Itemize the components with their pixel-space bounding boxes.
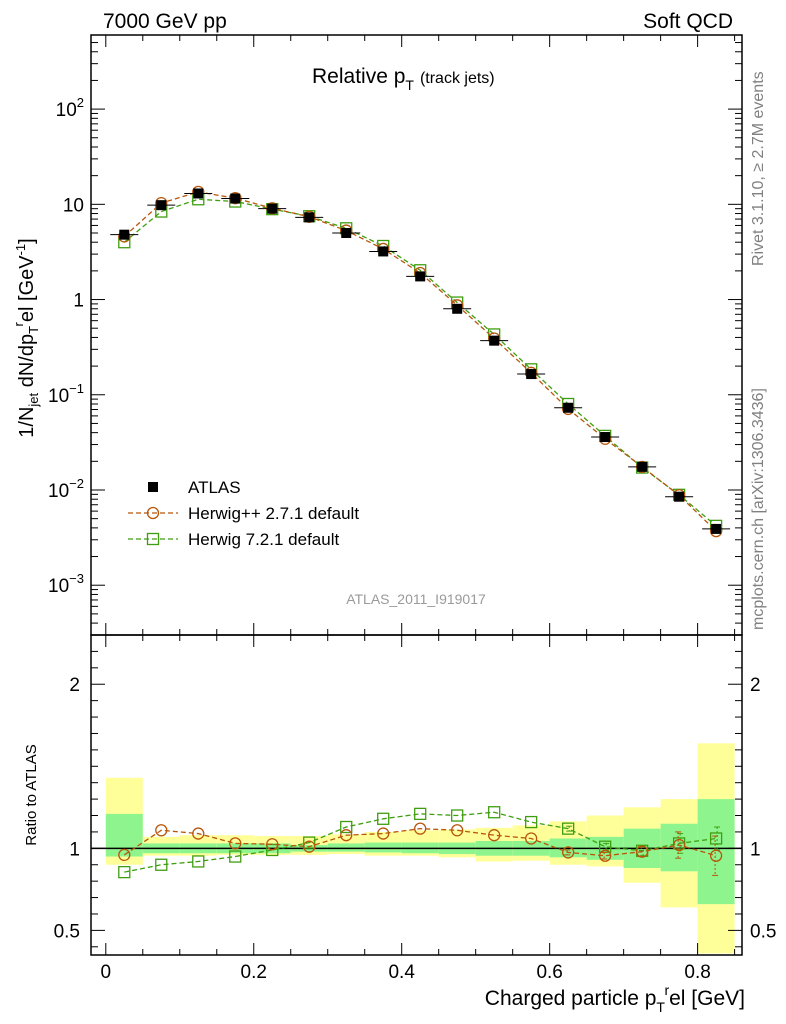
rivet-label: Rivet 3.1.10, ≥ 2.7M events: [750, 71, 767, 266]
ratio-point: [562, 822, 575, 835]
ratio-point: [266, 838, 279, 851]
chart-title: Relative pT (track jets): [312, 65, 495, 93]
ratio-point: [229, 837, 242, 850]
data-point: [452, 303, 463, 314]
ratio-point: [155, 858, 168, 871]
ratio-line-0: [123, 827, 717, 857]
data-point: [304, 212, 315, 223]
ratio-point: [229, 850, 242, 863]
ratio-point: [488, 829, 501, 842]
data-point: [563, 402, 574, 413]
legend-marker: [148, 482, 158, 492]
series-line-2: [123, 198, 717, 527]
data-point: [415, 271, 426, 282]
y-tick-label: 10: [63, 195, 84, 216]
chart-title-sub: T: [405, 77, 414, 93]
data-point: [230, 193, 241, 204]
data-point: [600, 432, 611, 443]
legend-marker: [146, 506, 160, 520]
ratio-y-axis-label: Ratio to ATLAS: [23, 744, 40, 845]
ratio-point: [155, 824, 168, 837]
legend-marker: [146, 532, 160, 546]
ratio-point: [192, 827, 205, 840]
ratio-point: [118, 848, 131, 862]
y-tick-label: 1: [73, 291, 84, 312]
ratio-point: [635, 845, 649, 858]
ratio-point: [377, 812, 390, 825]
ratio-point: [525, 815, 538, 829]
y-tick-label: 10−1: [48, 381, 84, 407]
ratio-line-1: [124, 811, 717, 873]
ratio-point: [525, 832, 538, 845]
band-inner: [105, 813, 143, 857]
ratio-y-tick-label: 1: [69, 839, 80, 860]
x-tick-label: 0: [101, 962, 112, 983]
ratio-y-tick-label-right: 0.5: [750, 921, 776, 942]
chart-title-main: Relative p: [312, 65, 405, 88]
ratio-point: [709, 849, 723, 862]
data-point: [341, 227, 352, 238]
data-point: [267, 203, 278, 214]
ratio-y-tick-label-right: 1: [750, 839, 761, 860]
data-point: [674, 491, 685, 502]
ratio-point: [414, 822, 427, 835]
x-tick-label: 0.6: [536, 962, 562, 983]
data-point: [711, 523, 722, 534]
y-tick-label: 10−3: [48, 571, 84, 597]
legend-label: ATLAS: [188, 478, 241, 497]
ratio-point: [488, 806, 501, 819]
ratio-panel: 0 0.2 0.4 0.6 0.8 0.5 0.5 1 1 2 2: [54, 35, 776, 983]
ratio-point: [192, 855, 205, 868]
main-y-axis-label: 1/Njet dN/dpTrel [GeV-1]: [11, 238, 41, 437]
legend-label: Herwig++ 2.7.1 default: [188, 504, 359, 523]
ratio-frame: [90, 634, 743, 956]
ratio-y-tick-label: 0.5: [54, 921, 80, 942]
legend-label: Herwig 7.2.1 default: [188, 530, 339, 549]
ratio-point: [451, 809, 464, 822]
data-point: [156, 200, 167, 211]
header-right: Soft QCD: [643, 10, 733, 33]
ratio-point: [598, 849, 612, 862]
data-point: [193, 188, 204, 199]
series-line-1: [123, 191, 717, 532]
data-point: [489, 335, 500, 346]
ratio-point: [377, 827, 390, 840]
data-point: [637, 461, 648, 472]
header-left: 7000 GeV pp: [103, 10, 227, 33]
x-tick-label: 0.8: [684, 962, 710, 983]
ratio-point: [118, 865, 131, 879]
ratio-point: [303, 836, 316, 849]
data-point: [526, 369, 537, 380]
ratio-point: [562, 846, 575, 859]
analysis-id: ATLAS_2011_I919017: [346, 591, 486, 607]
main-panel: 10−3 10−2 10−1 1 10 102: [48, 34, 743, 636]
chart-title-extra: (track jets): [420, 70, 495, 87]
ratio-y-tick-label: 2: [69, 675, 80, 696]
band-inner: [327, 843, 365, 852]
ratio-point: [340, 820, 353, 834]
ratio-point: [451, 824, 464, 837]
ratio-point: [414, 807, 427, 821]
band-inner: [364, 842, 402, 853]
y-tick-label: 102: [56, 95, 84, 121]
ratio-point: [672, 838, 686, 852]
legend: ATLAS Herwig++ 2.7.1 default Herwig 7.2.1 …: [128, 478, 359, 549]
x-axis-label: Charged particle pTrel [GeV]: [485, 982, 745, 1015]
data-point: [119, 229, 130, 240]
data-point: [378, 246, 389, 257]
ratio-point: [303, 840, 316, 853]
x-tick-label: 0.4: [388, 962, 415, 983]
ratio-point: [709, 832, 723, 845]
mcplots-label: mcplots.cern.ch [arXiv:1306.3436]: [750, 388, 767, 630]
ratio-y-tick-label-right: 2: [750, 675, 761, 696]
x-tick-label: 0.2: [241, 962, 267, 983]
ratio-point: [340, 829, 353, 842]
y-tick-label: 10−2: [48, 476, 84, 502]
